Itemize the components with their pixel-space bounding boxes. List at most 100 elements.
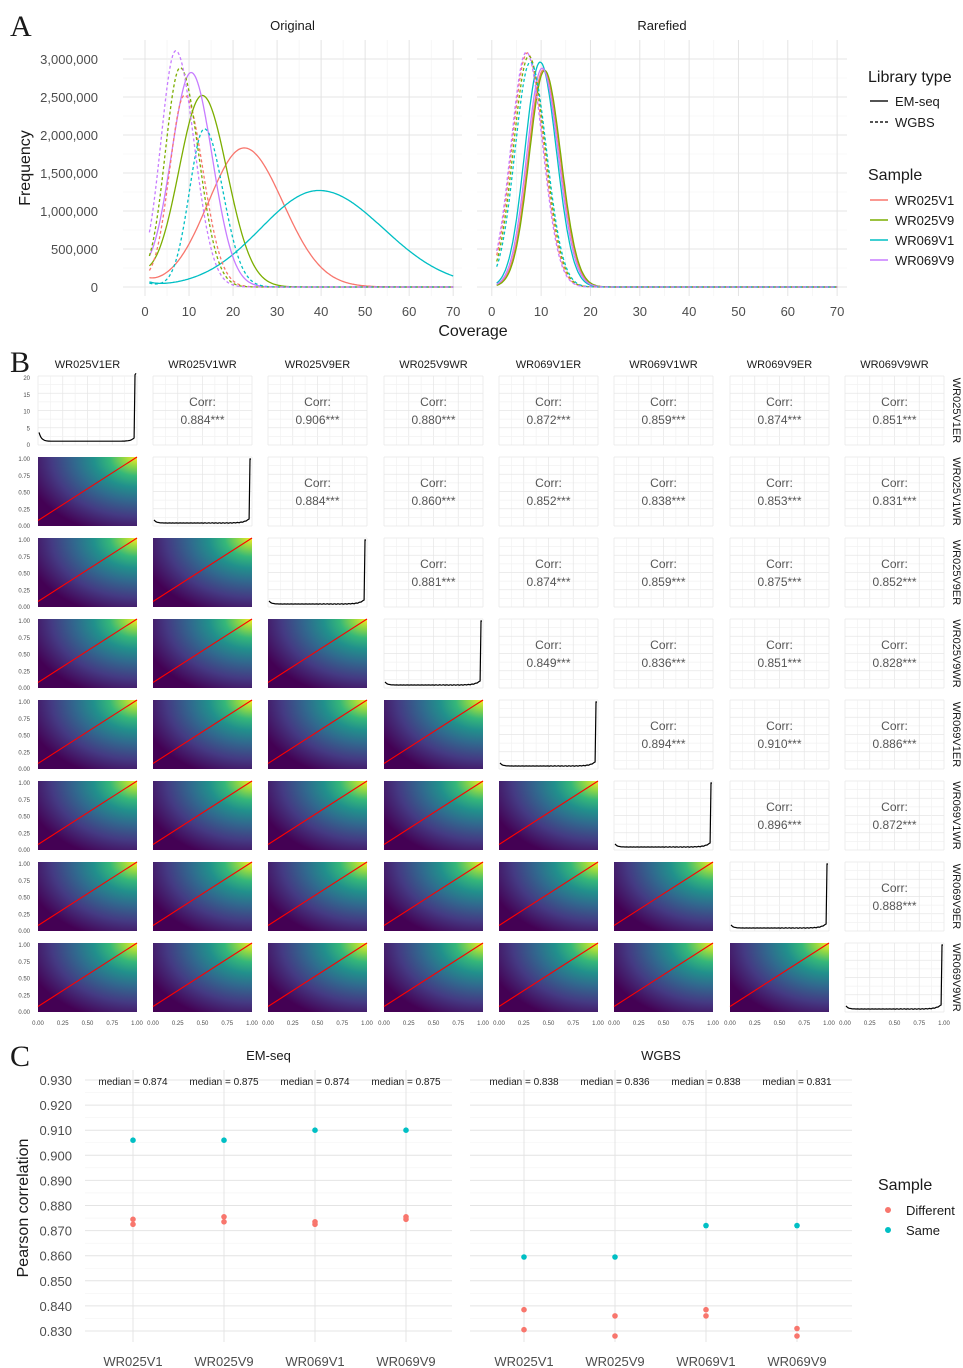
x-tick-label: 40 <box>314 304 328 319</box>
x-tick-label: 0 <box>141 304 148 319</box>
y-tick-label: 500,000 <box>51 242 98 257</box>
y-tick-label: 0.75 <box>18 636 30 642</box>
y-tick-label: 0.75 <box>18 555 30 561</box>
pair-cell <box>152 942 253 1012</box>
density-curve <box>384 620 482 686</box>
pair-cell: Corr: 0.880*** <box>383 375 484 446</box>
row-label: WR069V1ER <box>950 702 962 767</box>
y-tick-label: 0.50 <box>18 491 30 497</box>
density-line-wr025v9 <box>148 66 454 288</box>
density-curve <box>730 863 828 929</box>
corr-value: 0.875*** <box>757 575 801 589</box>
fit-line <box>383 699 484 764</box>
x-tick-label: 0.75 <box>452 1021 464 1027</box>
x-tick-label: 0.00 <box>262 1021 274 1027</box>
x-tick-label: 70 <box>446 304 460 319</box>
density-heatmap <box>384 862 483 931</box>
pair-cell: Corr: 0.851*** <box>729 618 830 689</box>
y-tick-label: 0.900 <box>39 1148 72 1163</box>
corr-label: Corr: <box>766 476 793 490</box>
point-different <box>703 1313 709 1319</box>
y-tick-label: 0.50 <box>18 653 30 659</box>
facet-a-bg <box>123 40 462 296</box>
median-label: median = 0.874 <box>280 1077 350 1088</box>
pair-cell <box>498 780 599 850</box>
row-label: WR025V9ER <box>950 540 962 605</box>
pair-cell <box>37 537 138 607</box>
x-tick-label: 0.75 <box>913 1021 925 1027</box>
x-tick-label: 1.00 <box>707 1021 719 1027</box>
pair-cell <box>267 942 368 1012</box>
x-tick-label: WR025V9 <box>194 1354 253 1368</box>
x-tick-label: 0.75 <box>336 1021 348 1027</box>
panel-c: C EM-seq WR025V1 median = 0.874 WR025V9 media… <box>10 1040 955 1368</box>
pair-cell <box>613 861 714 931</box>
y-axis-title: Frequency <box>17 130 34 206</box>
fit-line <box>383 942 484 1007</box>
corr-value: 0.872*** <box>872 818 916 832</box>
pair-cell <box>37 456 138 526</box>
y-tick-label: 0.25 <box>18 750 30 756</box>
x-tick-label: 0.25 <box>749 1021 761 1027</box>
density-curve <box>845 944 943 1010</box>
pair-cell: Corr: 0.874*** <box>729 375 830 446</box>
density-heatmap <box>38 457 137 526</box>
y-tick-label: 1.00 <box>18 619 30 625</box>
row-label: WR025V1ER <box>950 378 962 443</box>
density-line-wr069v1 <box>149 128 454 288</box>
y-tick-label: 3,000,000 <box>40 52 98 67</box>
corr-label: Corr: <box>766 638 793 652</box>
facet-title-rarefied: Rarefied <box>637 18 686 33</box>
corr-value: 0.860*** <box>411 494 455 508</box>
fit-line <box>383 861 484 926</box>
x-tick-label: 0.50 <box>658 1021 670 1027</box>
x-tick-label: 0.25 <box>172 1021 184 1027</box>
fit-line <box>729 942 830 1007</box>
density-heatmap <box>499 862 598 931</box>
pair-cell <box>152 456 253 527</box>
point-same <box>612 1254 618 1260</box>
corr-value: 0.853*** <box>757 494 801 508</box>
y-tick-label: 0.00 <box>18 686 30 692</box>
point-different <box>130 1216 136 1223</box>
x-tick-label: 0.50 <box>197 1021 209 1027</box>
corr-value: 0.831*** <box>872 494 916 508</box>
corr-value: 0.872*** <box>526 413 570 427</box>
fit-line <box>37 537 138 602</box>
pair-cell: Corr: 0.886*** <box>844 699 945 770</box>
fit-line <box>613 942 714 1007</box>
corr-value: 0.910*** <box>757 737 801 751</box>
x-tick-label: WR025V1 <box>103 1354 162 1368</box>
pair-cell: Corr: 0.884*** <box>267 456 368 527</box>
corr-label: Corr: <box>881 719 908 733</box>
fit-line <box>37 942 138 1007</box>
fit-line <box>152 861 253 926</box>
pair-cell <box>383 942 484 1012</box>
corr-label: Corr: <box>535 638 562 652</box>
y-tick-label: 20 <box>23 376 30 382</box>
y-tick-label: 1.00 <box>18 538 30 544</box>
density-heatmap <box>38 538 137 607</box>
density-heatmap <box>153 619 252 688</box>
corr-label: Corr: <box>766 800 793 814</box>
x-tick-label: 1.00 <box>592 1021 604 1027</box>
density-line-wr069v9 <box>148 49 454 288</box>
x-tick-label: 0.00 <box>724 1021 736 1027</box>
facet-title-em-seq: EM-seq <box>246 1048 291 1063</box>
row-label: WR069V9WR <box>950 943 962 1012</box>
y-tick-label: 0.25 <box>18 588 30 594</box>
legend-title: Sample <box>878 1177 932 1194</box>
y-tick-label: 0.00 <box>18 929 30 935</box>
column-label: WR025V9ER <box>285 359 350 371</box>
fit-line <box>267 942 368 1007</box>
corr-value: 0.859*** <box>641 413 685 427</box>
corr-label: Corr: <box>420 557 447 571</box>
pair-cell <box>267 618 368 688</box>
pair-cell <box>267 780 368 850</box>
fit-line <box>498 780 599 845</box>
y-tick-label: 0.00 <box>18 524 30 530</box>
column-label: WR069V9ER <box>747 359 812 371</box>
legend-library-label: WGBS <box>895 115 935 130</box>
corr-label: Corr: <box>881 638 908 652</box>
corr-label: Corr: <box>881 395 908 409</box>
